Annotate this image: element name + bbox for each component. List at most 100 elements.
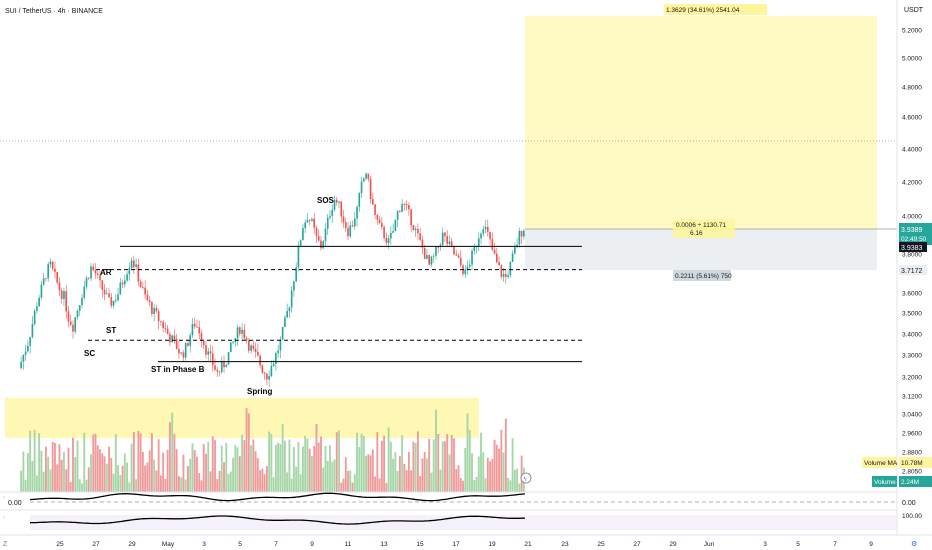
- volume-bar: [295, 466, 298, 492]
- candle-body: [42, 278, 45, 285]
- volume-bar: [263, 474, 266, 492]
- volume-bar: [448, 454, 451, 492]
- candle-body: [205, 345, 207, 355]
- volume-bar: [435, 409, 437, 492]
- candle-body: [338, 201, 340, 203]
- candle-body: [144, 287, 146, 295]
- time-tick: 5: [796, 541, 800, 548]
- volume-bar: [259, 470, 262, 492]
- candle-body: [153, 307, 155, 315]
- time-tick: 9: [310, 541, 314, 548]
- candle-body: [27, 345, 29, 352]
- volume-bar: [146, 462, 149, 492]
- time-tick: 23: [561, 541, 569, 548]
- pane-icon-2[interactable]: ◦: [3, 515, 5, 521]
- volume-bar: [274, 444, 277, 492]
- volume-bar: [112, 473, 115, 492]
- volume-bar: [236, 447, 239, 492]
- volume-value: 2.24M: [901, 479, 919, 486]
- label-st: ST: [106, 326, 116, 335]
- volume-bar: [44, 446, 47, 492]
- volume-bar: [358, 446, 361, 492]
- candle-body: [248, 340, 250, 351]
- volume-bar: [74, 457, 77, 492]
- volume-bar: [441, 441, 444, 492]
- volume-bar: [347, 470, 349, 492]
- price-tick: 4.0000: [902, 214, 922, 221]
- volume-bar: [283, 440, 286, 492]
- candle-body: [421, 239, 424, 248]
- candle-body: [198, 327, 201, 334]
- volume-bar: [234, 445, 237, 492]
- candle-body: [60, 290, 63, 299]
- candle-body: [20, 361, 22, 369]
- volume-bar: [513, 469, 516, 492]
- candle-body: [101, 280, 104, 290]
- candle-body: [362, 178, 365, 182]
- time-tick: 17: [452, 541, 460, 548]
- volume-bar: [22, 451, 25, 492]
- volume-bar: [432, 439, 435, 492]
- candle-body: [322, 241, 325, 249]
- volume-bar: [182, 454, 185, 492]
- candle-body: [308, 220, 311, 221]
- volume-bar: [49, 469, 52, 492]
- candle-body: [83, 286, 86, 298]
- time-tick: 25: [56, 541, 64, 548]
- candle-body: [484, 226, 487, 230]
- volume-bar: [33, 429, 36, 492]
- volume-bar: [92, 434, 95, 492]
- volume-bar: [207, 441, 210, 492]
- volume-bar: [423, 451, 426, 492]
- candle-body: [178, 348, 180, 354]
- line-price: 3.9383: [901, 245, 923, 252]
- candle-body: [444, 232, 446, 237]
- time-tick: 29: [128, 541, 136, 548]
- volume-bar: [159, 475, 162, 492]
- candle-body: [315, 227, 318, 237]
- osc2-line: [29, 515, 526, 525]
- volume-bar: [302, 446, 304, 492]
- candle-body: [297, 245, 300, 268]
- candle-body: [295, 267, 297, 282]
- candle-body: [49, 261, 52, 265]
- volume-bar: [132, 431, 135, 492]
- candle-body: [112, 300, 115, 306]
- volume-bar: [351, 482, 354, 492]
- candle-body: [117, 294, 119, 301]
- pane-icon-1[interactable]: ◦: [3, 495, 5, 501]
- lightning-icon[interactable]: [520, 472, 532, 484]
- volume-bar: [340, 482, 343, 492]
- volume-bar: [229, 471, 232, 492]
- volume-bar: [401, 435, 404, 492]
- volume-bar: [72, 437, 74, 492]
- volume-bar: [385, 482, 388, 492]
- candle-body: [426, 255, 428, 259]
- candle-body: [448, 241, 451, 244]
- symbol-header: SUI / TetherUS · 4h · BINANCE: [5, 8, 103, 15]
- candle-body: [450, 241, 453, 247]
- volume-bar: [31, 460, 34, 492]
- volume-bar: [439, 469, 442, 492]
- time-tick: Jun: [704, 541, 715, 548]
- volume-bar: [315, 423, 318, 492]
- timezone-icon[interactable]: Z: [3, 541, 8, 548]
- time-tick: 27: [92, 541, 100, 548]
- time-axis: 25 27 29 May 3 5 7 9 11 13 15 17 19 21 23 25 27 29 Jun 3 5 7 9: [56, 541, 873, 548]
- volume-bar: [117, 465, 119, 492]
- volume-bars: [20, 408, 525, 492]
- candle-body: [471, 250, 473, 265]
- settings-icon[interactable]: ⚙: [911, 540, 917, 548]
- candle-body: [272, 363, 275, 366]
- volume-bar: [261, 468, 264, 492]
- candle-body: [313, 218, 316, 228]
- volume-bar: [398, 455, 401, 492]
- candle-body: [90, 266, 92, 279]
- candle-body: [54, 268, 56, 272]
- time-tick: 21: [524, 541, 532, 548]
- volume-bar: [265, 465, 268, 492]
- time-tick: 9: [869, 541, 873, 548]
- price-tick: 2.9600: [902, 431, 922, 438]
- volume-bar: [126, 462, 129, 492]
